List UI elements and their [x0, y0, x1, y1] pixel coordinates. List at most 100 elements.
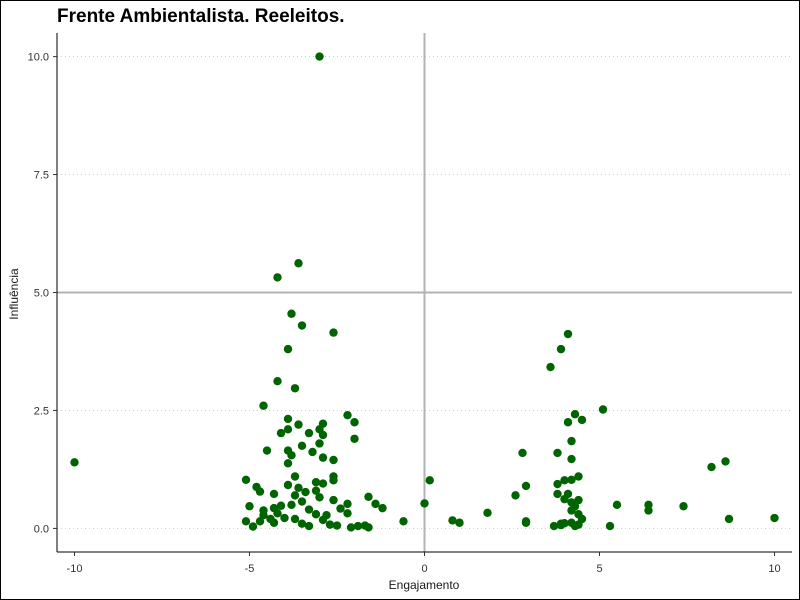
data-point: [311, 486, 321, 495]
data-point: [283, 425, 293, 434]
data-point: [283, 480, 293, 490]
data-point: [297, 497, 307, 506]
x-tick-label: -10: [67, 563, 83, 575]
data-point: [318, 515, 328, 525]
data-point: [290, 472, 300, 481]
data-point: [346, 523, 356, 532]
x-tick-label: 10: [768, 563, 780, 575]
data-point: [563, 489, 573, 499]
data-point: [280, 513, 289, 523]
data-point: [287, 500, 296, 510]
data-point: [336, 504, 345, 513]
axes: [53, 33, 792, 556]
data-point: [378, 503, 387, 513]
data-point: [644, 506, 653, 515]
data-point: [283, 344, 293, 354]
data-point: [315, 439, 324, 448]
y-tick-label: 5.0: [34, 288, 49, 300]
data-point: [343, 499, 352, 509]
data-point: [721, 457, 730, 466]
data-point: [546, 362, 555, 372]
data-point: [259, 510, 268, 520]
data-point: [570, 502, 580, 511]
data-point: [241, 517, 251, 526]
data-point: [574, 472, 583, 481]
data-point: [425, 476, 434, 485]
data-point: [560, 476, 569, 485]
tick-labels: -10 -5 0 5 10 0.0 2.5 5.0 7.5 10.0: [28, 52, 781, 575]
data-point: [318, 430, 328, 440]
data-point: [311, 477, 321, 487]
data-point: [276, 428, 286, 438]
data-point: [598, 405, 608, 414]
x-tick-label: -5: [245, 563, 255, 575]
data-point: [371, 499, 380, 509]
data-point: [770, 513, 779, 523]
data-point: [350, 434, 359, 443]
y-tick-label: 0.0: [34, 523, 49, 535]
data-point: [399, 517, 408, 526]
data-point: [518, 448, 527, 458]
data-point: [255, 517, 265, 526]
data-point: [553, 448, 562, 458]
data-point: [276, 501, 286, 510]
data-point: [297, 321, 307, 330]
data-point: [574, 495, 583, 505]
data-point: [612, 500, 622, 510]
data-point: [259, 401, 268, 410]
data-point: [577, 415, 587, 425]
data-point: [248, 522, 258, 531]
data-point: [707, 462, 716, 472]
data-point: [311, 510, 321, 519]
data-point: [483, 508, 492, 518]
data-point: [364, 492, 373, 501]
data-point: [350, 418, 359, 427]
data-point: [273, 273, 282, 282]
data-point: [241, 475, 251, 485]
x-tick-label: 0: [421, 563, 427, 575]
x-axis-label: Engajamento: [388, 578, 460, 592]
data-point: [511, 491, 520, 500]
y-tick-label: 7.5: [34, 170, 49, 182]
data-point: [577, 514, 587, 524]
data-point: [521, 481, 531, 491]
y-tick-label: 10.0: [28, 52, 49, 64]
data-point: [343, 509, 352, 518]
data-points: [70, 52, 779, 532]
data-point: [304, 428, 314, 438]
data-point: [567, 436, 576, 446]
data-point: [679, 502, 688, 511]
data-point: [290, 491, 300, 500]
data-point: [556, 344, 566, 354]
data-point: [255, 487, 265, 496]
data-point: [294, 259, 303, 268]
data-point: [304, 521, 314, 531]
data-point: [273, 509, 282, 518]
data-point: [563, 418, 573, 427]
data-point: [329, 476, 338, 485]
data-point: [283, 414, 293, 424]
data-point: [273, 377, 282, 386]
data-point: [315, 52, 324, 61]
data-point: [521, 518, 531, 527]
data-point: [294, 420, 303, 429]
data-point: [297, 519, 307, 528]
data-point: [563, 329, 573, 339]
data-point: [570, 410, 580, 419]
data-point: [343, 410, 352, 420]
data-point: [560, 519, 569, 528]
data-point: [308, 447, 317, 457]
data-point: [318, 453, 328, 462]
data-point: [448, 516, 457, 525]
data-point: [549, 521, 559, 531]
data-point: [301, 487, 310, 497]
data-point: [364, 523, 373, 532]
data-point: [315, 493, 324, 502]
data-point: [553, 479, 562, 489]
data-point: [567, 454, 576, 464]
data-point: [269, 518, 279, 527]
data-point: [329, 328, 338, 337]
data-point: [420, 499, 429, 508]
data-point: [304, 505, 314, 514]
